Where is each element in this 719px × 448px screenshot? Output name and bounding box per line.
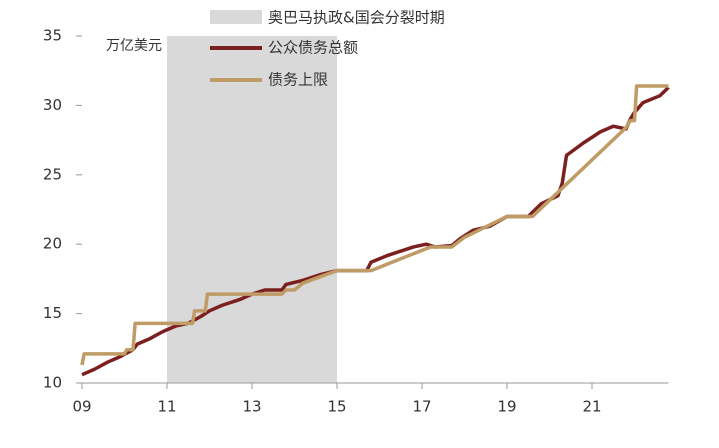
- shaded-period: [167, 36, 337, 383]
- legend-swatch: [210, 10, 262, 24]
- legend-label: 债务上限: [268, 71, 328, 89]
- legend-label: 公众债务总额: [268, 39, 358, 57]
- x-tick-label: 13: [242, 398, 261, 416]
- y-tick-label: 30: [43, 96, 62, 114]
- x-tick-label: 09: [72, 398, 91, 416]
- y-tick-label: 25: [43, 165, 62, 183]
- y-tick-label: 35: [43, 27, 62, 45]
- y-tick-label: 15: [43, 304, 62, 322]
- x-tick-label: 17: [412, 398, 431, 416]
- x-tick-label: 15: [327, 398, 346, 416]
- y-tick-label: 10: [43, 374, 62, 392]
- legend-label: 奥巴马执政&国会分裂时期: [268, 9, 445, 27]
- unit-label: 万亿美元: [106, 38, 162, 54]
- y-tick-label: 20: [43, 235, 62, 253]
- line-series: [80, 84, 669, 366]
- x-tick-label: 11: [157, 398, 176, 416]
- x-tick-label: 19: [497, 398, 516, 416]
- line-series: [81, 86, 670, 377]
- x-tick-label: 21: [582, 398, 601, 416]
